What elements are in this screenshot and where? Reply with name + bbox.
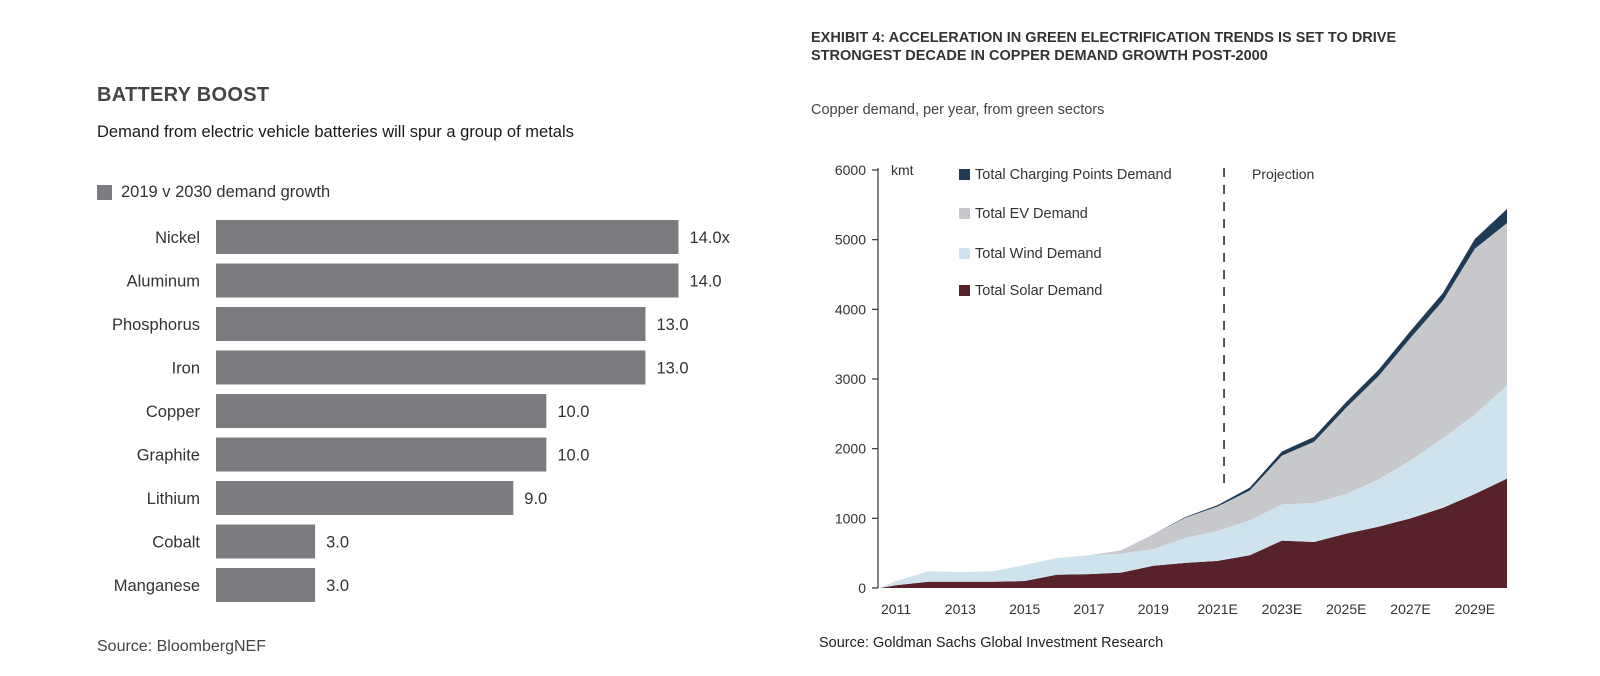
x-tick-label-2015: 2015 (1009, 601, 1040, 617)
legend-swatch-total-charging-points-demand (959, 169, 970, 180)
left-chart-subtitle: Demand from electric vehicle batteries w… (97, 123, 574, 141)
x-tick-label-2019: 2019 (1138, 601, 1169, 617)
category-label-graphite: Graphite (137, 447, 200, 465)
area-series-total-wind-demand (880, 385, 1507, 588)
bar-iron (216, 350, 646, 385)
category-label-nickel: Nickel (155, 229, 200, 247)
category-label-iron: Iron (172, 360, 200, 378)
battery-boost-panel: BATTERY BOOST Demand from electric vehic… (0, 0, 780, 676)
bar-chart: Nickel 14.0x Aluminum 14.0 Phosphorus 13.0 Iro… (112, 220, 731, 602)
x-tick-label-2027E: 2027E (1390, 601, 1430, 617)
right-chart-title: EXHIBIT 4: ACCELERATION IN GREEN ELECTRI… (811, 29, 1451, 65)
y-tick-label-1000: 1000 (835, 510, 866, 526)
x-tick-label-2017: 2017 (1073, 601, 1104, 617)
y-tick-label-4000: 4000 (835, 301, 866, 317)
category-label-copper: Copper (146, 403, 201, 421)
left-chart-legend: 2019 v 2030 demand growth (97, 183, 330, 202)
value-label-lithium: 9.0 (524, 490, 547, 508)
value-label-manganese: 3.0 (326, 577, 349, 595)
category-label-phosphorus: Phosphorus (112, 316, 200, 334)
legend-label: 2019 v 2030 demand growth (121, 183, 331, 201)
legend-swatch (97, 185, 112, 200)
bar-phosphorus (216, 307, 646, 341)
bar-nickel (216, 220, 679, 254)
value-label-cobalt: 3.0 (326, 534, 349, 552)
bar-cobalt (216, 524, 316, 559)
legend-swatch-total-ev-demand (959, 208, 970, 219)
value-label-copper: 10.0 (557, 403, 589, 421)
category-label-manganese: Manganese (114, 577, 200, 595)
bar-copper (216, 394, 547, 428)
right-chart-subtitle: Copper demand, per year, from green sect… (811, 102, 1105, 118)
value-label-graphite: 10.0 (557, 447, 589, 465)
right-title-line1: EXHIBIT 4: ACCELERATION IN GREEN ELECTRI… (811, 30, 1397, 46)
bar-aluminum (216, 263, 679, 298)
legend-label-total-solar-demand: Total Solar Demand (975, 283, 1102, 299)
y-tick-label-6000: 6000 (835, 162, 866, 178)
value-label-phosphorus: 13.0 (656, 316, 688, 334)
legend-swatch-total-solar-demand (959, 285, 970, 296)
x-tick-label-2023E: 2023E (1262, 601, 1302, 617)
y-unit-label: kmt (891, 162, 914, 178)
category-label-cobalt: Cobalt (152, 534, 200, 552)
value-label-nickel: 14.0x (689, 229, 730, 247)
right-chart-source: Source: Goldman Sachs Global Investment … (819, 635, 1164, 651)
y-tick-label-3000: 3000 (835, 371, 866, 387)
x-tick-label-2021E: 2021E (1197, 601, 1237, 617)
bar-graphite (216, 437, 547, 472)
bar-manganese (216, 568, 316, 602)
y-tick-label-0: 0 (858, 580, 866, 596)
right-title-line2: STRONGEST DECADE IN COPPER DEMAND GROWTH… (811, 48, 1268, 64)
area-series-total-solar-demand (880, 478, 1507, 588)
value-label-iron: 13.0 (656, 360, 688, 378)
y-tick-label-2000: 2000 (835, 441, 866, 457)
legend-swatch-total-wind-demand (959, 248, 970, 259)
projection-label: Projection (1252, 166, 1314, 182)
x-tick-label-2011: 2011 (881, 601, 911, 617)
legend-label-total-wind-demand: Total Wind Demand (975, 246, 1102, 262)
category-label-aluminum: Aluminum (127, 273, 200, 291)
x-tick-label-2013: 2013 (945, 601, 976, 617)
legend-label-total-charging-points-demand: Total Charging Points Demand (975, 167, 1172, 183)
left-chart-source: Source: BloombergNEF (97, 638, 266, 655)
legend-label-total-ev-demand: Total EV Demand (975, 206, 1088, 222)
x-tick-label-2025E: 2025E (1326, 601, 1366, 617)
left-chart-title: BATTERY BOOST (97, 84, 270, 106)
area-series-total-ev-demand (880, 222, 1507, 589)
bar-lithium (216, 481, 514, 515)
value-label-aluminum: 14.0 (689, 273, 721, 291)
y-tick-label-5000: 5000 (835, 232, 866, 248)
x-tick-label-2029E: 2029E (1455, 601, 1495, 617)
category-label-lithium: Lithium (147, 490, 200, 508)
